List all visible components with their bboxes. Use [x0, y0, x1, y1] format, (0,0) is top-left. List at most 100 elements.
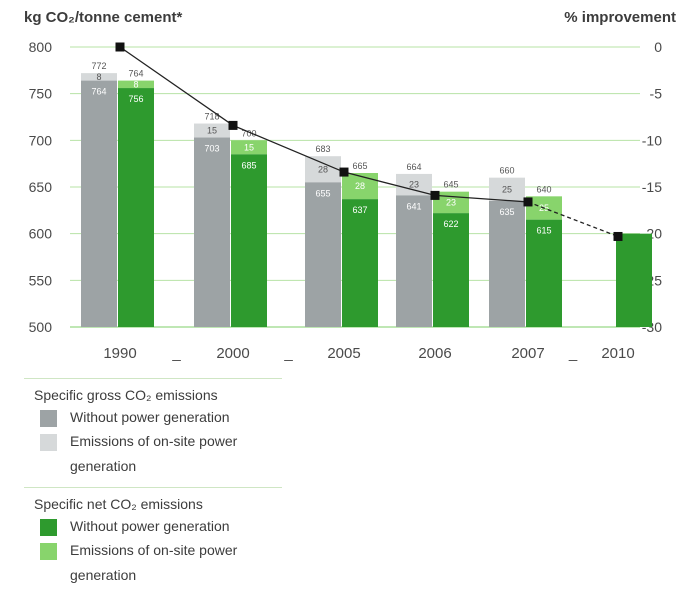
y-tick-left: 500	[29, 319, 53, 335]
legend-swatch-net-without-power	[40, 519, 57, 536]
improvement-point-2000	[228, 120, 238, 130]
bar-gross-onsite-1990	[81, 73, 117, 81]
bar-net-without-2005	[342, 199, 378, 327]
x-tick-2005: 2005	[327, 345, 360, 362]
legend-group-gross: Specific gross CO₂ emissions Without pow…	[24, 378, 282, 487]
legend: Specific gross CO₂ emissions Without pow…	[24, 378, 282, 596]
bar-net-without-2006	[433, 213, 469, 327]
label-net-without-1990: 756	[128, 94, 143, 104]
x-tick-2010: 2010	[601, 345, 634, 362]
legend-label-net-onsite: Emissions of on-site power generation	[70, 542, 238, 583]
axis-break-mark: _	[283, 345, 293, 362]
y-tick-right: -10	[642, 132, 662, 148]
bar-gross-without-2007	[489, 201, 525, 327]
y-tick-left: 650	[29, 179, 53, 195]
label-gross-total-2000: 718	[204, 112, 219, 122]
label-net-without-2007: 615	[536, 226, 551, 236]
bars	[81, 73, 652, 327]
x-tick-2000: 2000	[216, 345, 249, 362]
y-tick-left: 800	[29, 39, 53, 55]
bar-net-without-2010	[616, 233, 652, 327]
legend-item-net-without-power: Without power generation	[40, 517, 282, 539]
label-gross-without-2000: 703	[204, 144, 219, 154]
label-gross-without-2006: 641	[406, 201, 421, 211]
y-axis-right-title: % improvement	[564, 9, 676, 26]
legend-label-gross-onsite: Emissions of on-site power generation	[70, 433, 238, 474]
label-net-without-2006: 622	[443, 219, 458, 229]
label-gross-without-2005: 655	[315, 188, 330, 198]
label-gross-onsite-2000: 15	[207, 126, 217, 136]
label-net-total-2007: 640	[536, 184, 551, 194]
y-tick-right: -15	[642, 179, 662, 195]
label-gross-total-2005: 683	[315, 144, 330, 154]
legend-title-gross: Specific gross CO₂ emissions	[34, 387, 218, 403]
legend-item-gross-without-power: Without power generation	[40, 408, 282, 430]
label-gross-without-2007: 635	[499, 207, 514, 217]
legend-title-net: Specific net CO₂ emissions	[34, 496, 203, 512]
improvement-point-2006	[430, 190, 440, 200]
label-net-total-2006: 645	[443, 180, 458, 190]
label-net-total-1990: 764	[128, 69, 143, 79]
x-tick-1990: 1990	[103, 345, 136, 362]
bar-gross-without-1990	[81, 80, 117, 327]
bar-net-onsite-2005	[342, 173, 378, 200]
improvement-point-2007	[523, 197, 533, 207]
label-net-without-2005: 637	[352, 205, 367, 215]
bar-net-without-2007	[526, 219, 562, 327]
label-gross-onsite-1990: 8	[96, 72, 101, 82]
bar-value-labels: 7728764764875671815703700156856832865566…	[91, 61, 551, 236]
improvement-point-2005	[339, 167, 349, 177]
bar-net-without-2000	[231, 154, 267, 327]
label-gross-onsite-2007: 25	[502, 184, 512, 194]
improvement-point-1990	[115, 42, 125, 52]
label-gross-without-1990: 764	[91, 87, 106, 97]
bar-net-onsite-1990	[118, 80, 154, 89]
label-net-total-2000: 700	[241, 128, 256, 138]
label-net-onsite-2005: 28	[355, 181, 365, 191]
y-tick-right: -5	[650, 86, 663, 102]
y-axis-left-title: kg CO₂/tonne cement*	[24, 9, 183, 26]
improvement-line	[115, 42, 623, 241]
label-gross-onsite-2006: 23	[409, 180, 419, 190]
legend-item-gross-onsite: Emissions of on-site power generation	[40, 432, 282, 479]
y-tick-left: 550	[29, 272, 53, 288]
label-net-without-2000: 685	[241, 160, 256, 170]
bar-gross-without-2006	[396, 195, 432, 327]
bar-net-without-1990	[118, 88, 154, 327]
legend-label-gross-without-power: Without power generation	[70, 409, 230, 425]
label-gross-total-1990: 772	[91, 61, 106, 71]
improvement-line-dashed	[527, 201, 619, 238]
label-gross-total-2006: 664	[406, 162, 421, 172]
label-gross-total-2007: 660	[499, 166, 514, 176]
legend-swatch-gross-without-power	[40, 410, 57, 427]
axis-break-mark: _	[568, 345, 578, 362]
legend-label-net-without-power: Without power generation	[70, 518, 230, 534]
legend-swatch-net-onsite	[40, 543, 57, 560]
y-tick-left: 750	[29, 86, 53, 102]
y-tick-left: 700	[29, 132, 53, 148]
x-tick-2007: 2007	[511, 345, 544, 362]
bar-gross-onsite-2006	[396, 173, 432, 196]
y-tick-left: 600	[29, 226, 53, 242]
legend-group-net: Specific net CO₂ emissions Without power…	[24, 487, 282, 596]
label-net-onsite-2000: 15	[244, 142, 254, 152]
axis-break-mark: _	[171, 345, 181, 362]
legend-swatch-gross-onsite	[40, 434, 57, 451]
bar-gross-onsite-2005	[305, 156, 341, 183]
x-tick-2006: 2006	[418, 345, 451, 362]
category-labels: 1990 _ 2000 _ 2005 2006 2007 _ 2010	[103, 345, 634, 362]
improvement-point-2010	[613, 231, 623, 241]
label-net-onsite-2006: 23	[446, 197, 456, 207]
y-tick-right: 0	[654, 39, 662, 55]
label-net-onsite-1990: 8	[133, 79, 138, 89]
bar-gross-without-2005	[305, 182, 341, 327]
bar-net-onsite-2000	[231, 140, 267, 155]
label-net-total-2005: 665	[352, 161, 367, 171]
bar-chart: kg CO₂/tonne cement* % improvement 800 75…	[24, 9, 676, 362]
bar-gross-onsite-2000	[194, 123, 230, 138]
legend-item-net-onsite: Emissions of on-site power generation	[40, 541, 282, 588]
bar-gross-without-2000	[194, 137, 230, 327]
bar-gross-onsite-2007	[489, 177, 525, 201]
label-gross-onsite-2005: 28	[318, 164, 328, 174]
